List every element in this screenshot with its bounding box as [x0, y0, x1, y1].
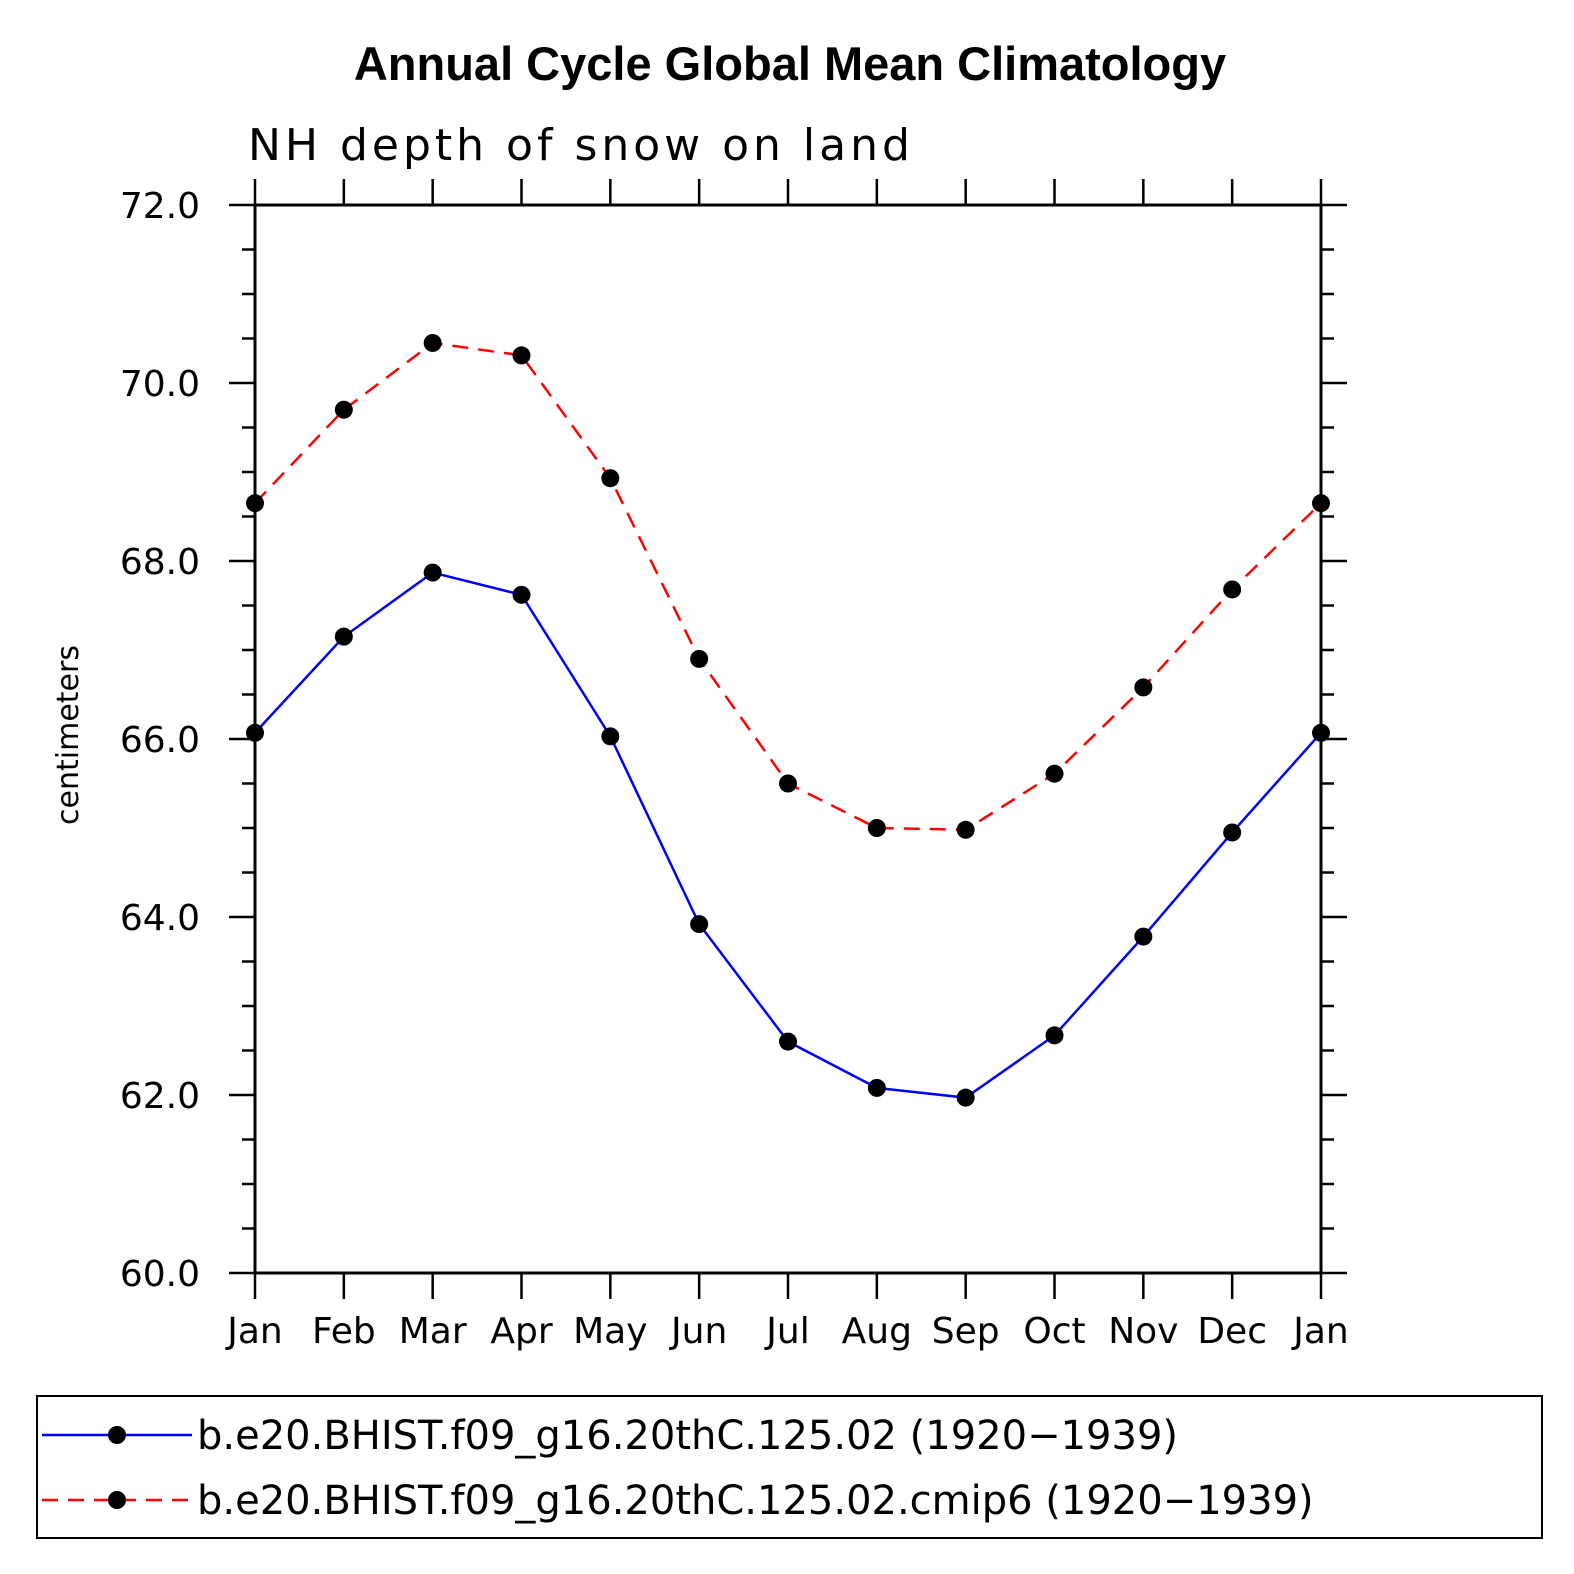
x-tick-label: Sep [932, 1311, 1000, 1352]
data-point [1045, 1026, 1064, 1045]
series-line [254, 571, 1322, 1099]
data-point [1045, 764, 1064, 783]
x-tick-label: Mar [399, 1311, 467, 1352]
data-point [1223, 580, 1242, 599]
data-point [690, 649, 709, 668]
y-tick-label: 64.0 [120, 898, 200, 939]
data-point [334, 627, 353, 646]
y-tick-label: 60.0 [120, 1254, 200, 1295]
y-tick-label: 66.0 [120, 720, 200, 761]
plot-frame [253, 203, 1323, 1275]
data-point [423, 333, 442, 352]
x-tick-label: Feb [312, 1311, 376, 1352]
y-tick-label: 72.0 [120, 186, 200, 227]
data-point [956, 1088, 975, 1107]
legend-box [36, 1395, 1543, 1539]
data-point [512, 346, 531, 365]
data-point [246, 494, 264, 513]
data-point [867, 819, 886, 837]
legend-marker [108, 1491, 126, 1509]
data-point [1223, 823, 1242, 842]
data-point [601, 469, 620, 488]
legend-label: b.e20.BHIST.f09_g16.20thC.125.02.cmip6 (… [197, 1478, 1314, 1524]
data-point [1312, 723, 1330, 742]
x-tick-label: Jan [225, 1311, 283, 1352]
y-axis-label: centimeters [51, 645, 86, 825]
x-tick-label: Apr [490, 1311, 552, 1352]
data-point [246, 723, 264, 742]
data-point [867, 1078, 886, 1097]
data-point [334, 400, 353, 419]
data-point [512, 585, 531, 604]
x-tick-label: Jul [764, 1311, 809, 1352]
legend-label: b.e20.BHIST.f09_g16.20thC.125.02 (1920−1… [197, 1413, 1178, 1459]
data-point [956, 820, 975, 839]
data-point [779, 774, 797, 793]
legend: b.e20.BHIST.f09_g16.20thC.125.02 (1920−1… [42, 1413, 1314, 1524]
x-tick-label: May [573, 1311, 647, 1352]
series-2 [246, 333, 1330, 839]
series-1 [246, 563, 1330, 1107]
series-layer [246, 333, 1330, 1107]
chart-subtitle: NH depth of snow on land [248, 120, 914, 171]
x-tick-label: Jun [669, 1311, 727, 1352]
data-point [1134, 927, 1153, 946]
x-tick-label: Oct [1023, 1311, 1085, 1352]
chart-title: Annual Cycle Global Mean Climatology [354, 37, 1226, 90]
y-tick-label: 62.0 [120, 1076, 200, 1117]
data-point [690, 915, 709, 934]
y-tick-label: 70.0 [120, 364, 200, 405]
data-point [1312, 494, 1330, 513]
y-tick-labels: 60.0 62.0 64.0 66.0 68.0 70.0 72.0 [120, 186, 200, 1295]
x-tick-label: Nov [1108, 1311, 1178, 1352]
legend-marker [108, 1426, 126, 1444]
axis-ticks [229, 179, 1347, 1299]
data-point [779, 1032, 797, 1051]
data-point [1134, 678, 1153, 697]
data-point [601, 727, 620, 746]
x-tick-label: Dec [1197, 1311, 1267, 1352]
x-tick-label: Aug [842, 1311, 912, 1352]
y-tick-label: 68.0 [120, 542, 200, 583]
data-point [423, 563, 442, 582]
x-tick-labels: Jan Feb Mar Apr May Jun Jul Aug Sep Oct Nov Dec Jan [225, 1311, 1349, 1352]
x-tick-label: Jan [1291, 1311, 1349, 1352]
